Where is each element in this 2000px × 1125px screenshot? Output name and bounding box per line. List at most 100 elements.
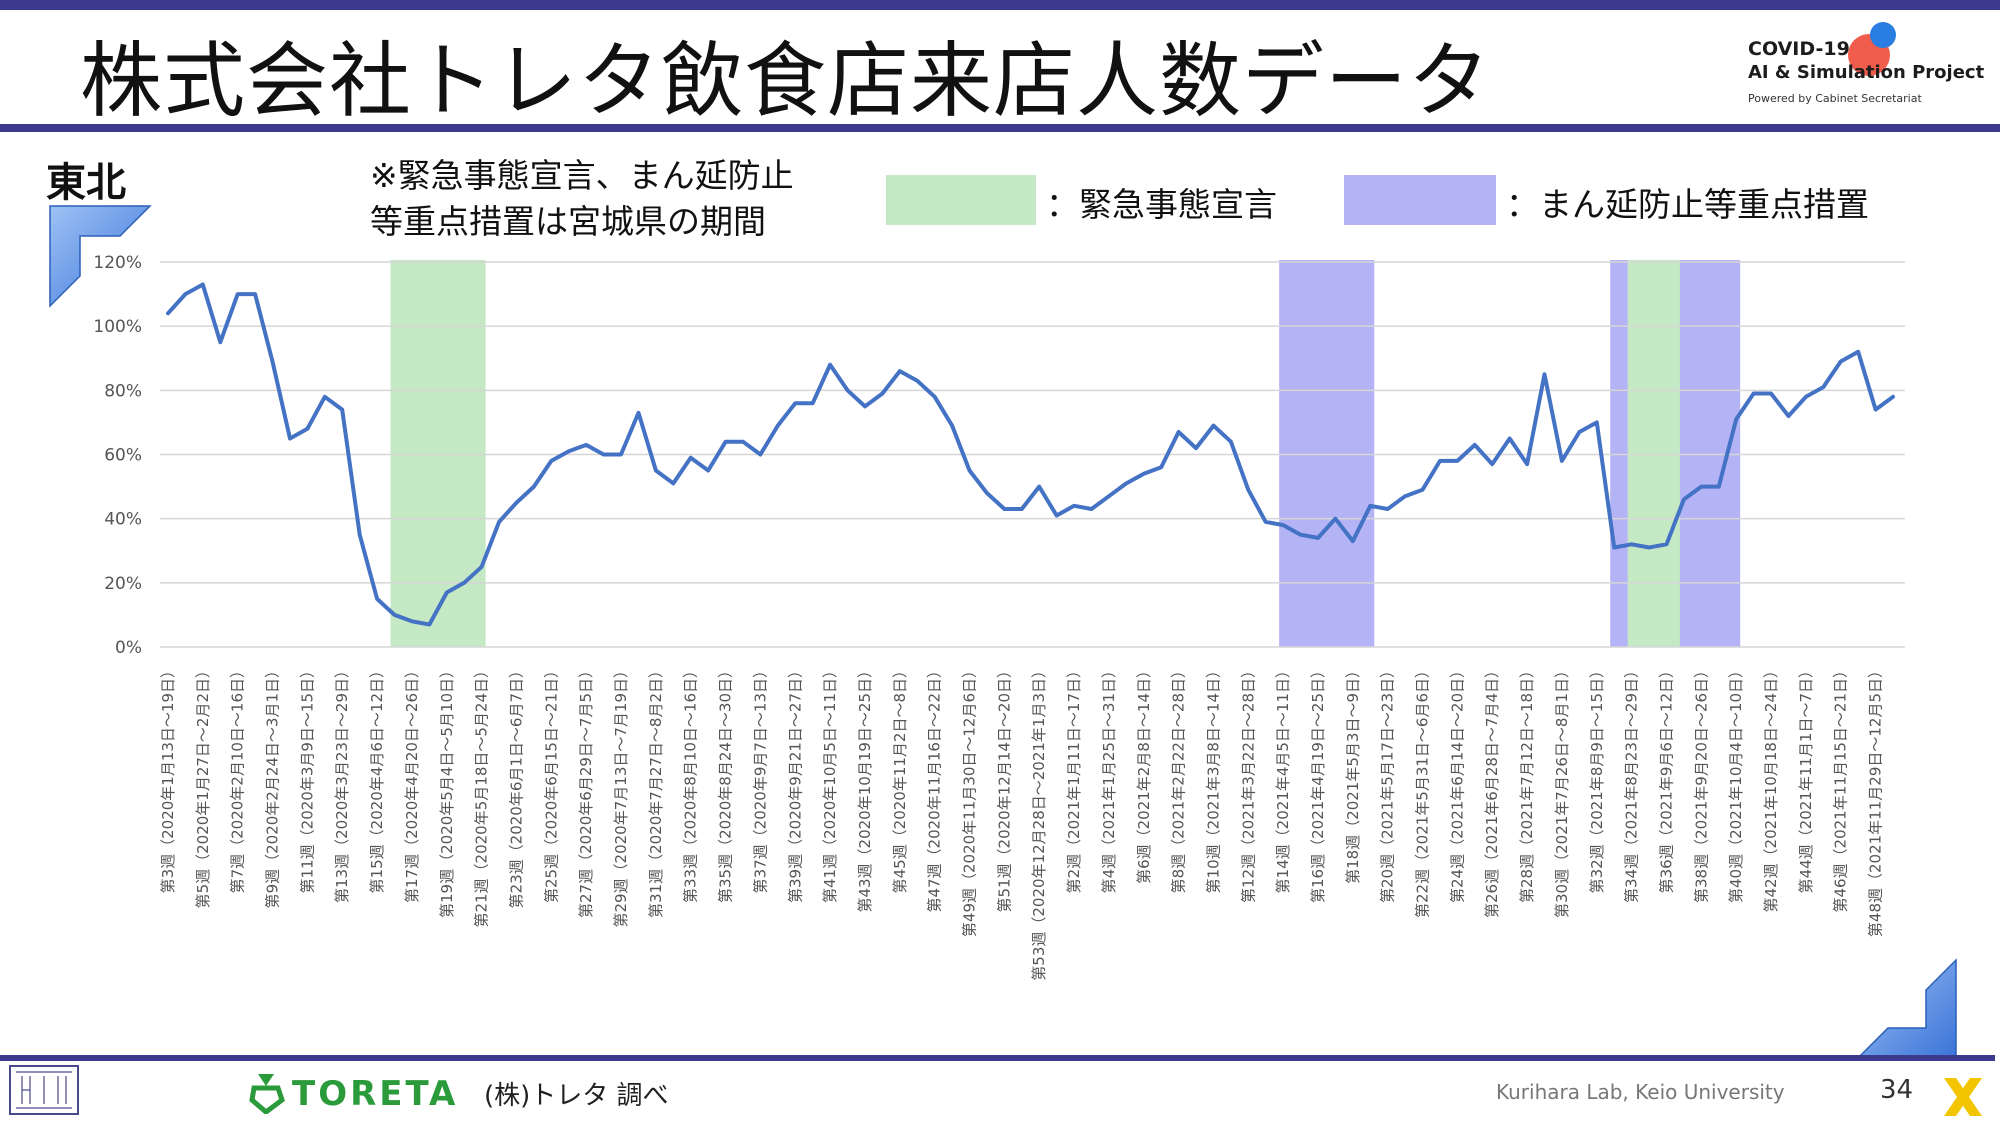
data-point-79	[1542, 372, 1547, 376]
data-point-12	[375, 597, 379, 601]
data-point-66	[1316, 536, 1320, 540]
data-point-31	[706, 468, 710, 473]
data-point-51	[1055, 513, 1059, 518]
y-tick-label-1: 20%	[104, 574, 142, 594]
x-tick-label-49: 第48週（2021年11月29日～12月5日）	[1867, 663, 1885, 937]
legend-swatch-emergency	[886, 175, 1036, 225]
x-mark-icon	[1944, 1078, 1982, 1116]
top-accent-bar	[0, 0, 2000, 10]
data-point-41	[880, 391, 884, 396]
data-point-2	[201, 282, 205, 287]
x-tick-label-16: 第35週（2020年8月24日～30日）	[717, 663, 735, 903]
x-tick-label-47: 第44週（2021年11月1日～7日）	[1797, 663, 1815, 893]
data-point-83	[1612, 545, 1616, 550]
legend-swatch-manen	[1344, 175, 1496, 225]
data-point-47	[985, 491, 989, 495]
data-point-8	[305, 427, 309, 431]
data-point-54	[1107, 494, 1111, 498]
data-point-43	[915, 379, 919, 383]
x-tick-label-48: 第46週（2021年11月15日～21日）	[1832, 663, 1850, 913]
data-point-35	[776, 424, 780, 428]
data-point-98	[1873, 407, 1878, 412]
project-line1: COVID-19	[1748, 38, 1850, 60]
x-tick-label-11: 第25週（2020年6月15日～21日）	[542, 663, 560, 903]
data-point-60	[1211, 424, 1216, 428]
x-tick-label-40: 第30週（2021年7月26日～8月1日）	[1553, 663, 1571, 918]
data-point-80	[1560, 459, 1564, 463]
x-tick-label-42: 第34週（2021年8月23日～29日）	[1623, 663, 1641, 903]
data-source: (株)トレタ 調べ	[484, 1081, 669, 1111]
x-tick-label-43: 第36週（2021年9月6日～12日）	[1657, 663, 1675, 893]
data-point-62	[1246, 488, 1250, 492]
x-tick-label-36: 第22週（2021年5月31日～6月6日）	[1414, 663, 1432, 918]
y-tick-label-4: 80%	[104, 381, 142, 401]
data-point-46	[967, 468, 972, 473]
data-point-13	[392, 613, 397, 617]
legend-label-emergency: ：緊急事態宣言	[1046, 185, 1277, 224]
visitor-line-chart: 0% 20% 40% 60% 80% 100% 120% 第3週（2020年1月13日～19日…	[93, 253, 1905, 981]
x-tick-label-6: 第15週（2020年4月6日～12日）	[368, 663, 386, 893]
series-line	[166, 282, 1895, 627]
data-point-57	[1159, 465, 1163, 469]
note-line2: 等重点措置は宮城県の期間	[370, 202, 766, 241]
x-tick-label-20: 第43週（2020年10月19日～25日）	[856, 663, 874, 913]
data-point-58	[1177, 430, 1181, 434]
data-point-9	[323, 395, 327, 399]
data-point-3	[218, 340, 222, 344]
data-point-56	[1142, 472, 1146, 476]
ai-logo-icon	[9, 1065, 79, 1115]
data-point-63	[1264, 520, 1268, 524]
data-point-88	[1699, 484, 1703, 489]
data-point-44	[933, 395, 937, 399]
data-point-82	[1595, 420, 1599, 425]
data-point-19	[497, 520, 501, 524]
x-tick-label-35: 第20週（2021年5月17日～23日）	[1379, 663, 1397, 903]
x-tick-label-18: 第39週（2020年9月21日～27日）	[786, 663, 804, 903]
data-point-49	[1020, 507, 1024, 511]
legend-label-manen: ：まん延防止等重点措置	[1506, 185, 1869, 224]
x-tick-label-3: 第9週（2020年2月24日～3月1日）	[264, 663, 282, 908]
data-point-45	[950, 424, 954, 428]
data-point-85	[1647, 545, 1651, 550]
data-point-16	[445, 590, 449, 595]
data-point-86	[1664, 542, 1669, 546]
data-point-36	[793, 401, 797, 405]
data-point-61	[1229, 440, 1233, 444]
title-divider	[0, 124, 2000, 132]
data-point-24	[584, 443, 588, 447]
data-point-22	[549, 459, 553, 463]
page-title: 株式会社トレタ飲食店来店人数データ	[80, 34, 1492, 129]
data-point-18	[480, 565, 484, 569]
x-tick-label-17: 第37週（2020年9月7日～13日）	[751, 663, 769, 893]
data-point-69	[1368, 504, 1372, 508]
covid-project-logo: COVID-19 AI & Simulation Project Powered…	[1748, 22, 1988, 112]
x-tick-label-30: 第10週（2021年3月8日～14日）	[1204, 663, 1222, 893]
data-point-5	[253, 292, 257, 296]
data-point-37	[811, 401, 815, 405]
data-point-26	[619, 452, 623, 457]
x-tick-label-41: 第32週（2021年8月9日～15日）	[1588, 663, 1606, 893]
data-point-27	[636, 411, 641, 415]
x-tick-label-38: 第26週（2021年6月28日～7月4日）	[1483, 663, 1501, 918]
shaded-period-3	[1627, 260, 1688, 647]
data-point-67	[1333, 517, 1338, 521]
shaded-period-4	[1679, 260, 1741, 647]
data-point-23	[567, 449, 571, 453]
shaded-period-0	[390, 260, 486, 647]
x-tick-label-1: 第5週（2020年1月27日～2月2日）	[194, 663, 212, 908]
x-tick-label-34: 第18週（2021年5月3日～9日）	[1344, 663, 1362, 884]
x-tick-label-22: 第47週（2020年11月16日～22日）	[926, 663, 944, 913]
x-tick-label-44: 第38週（2021年9月20日～26日）	[1692, 663, 1710, 903]
x-tick-label-46: 第42週（2021年10月18日～24日）	[1762, 663, 1780, 913]
x-tick-label-7: 第17週（2020年4月20日～26日）	[403, 663, 421, 903]
period-note: ※緊急事態宣言、まん延防止 等重点措置は宮城県の期間	[370, 153, 794, 245]
x-tick-label-21: 第45週（2020年11月2日～8日）	[891, 663, 909, 893]
x-tick-label-2: 第7週（2020年2月10日～16日）	[229, 663, 247, 893]
y-tick-label-6: 120%	[93, 253, 142, 273]
x-tick-label-12: 第27週（2020年6月29日～7月5日）	[577, 663, 595, 918]
data-point-4	[236, 292, 240, 296]
y-tick-label-0: 0%	[115, 638, 142, 658]
data-point-71	[1403, 494, 1407, 498]
y-tick-label-2: 40%	[104, 510, 142, 530]
data-point-38	[828, 363, 832, 367]
